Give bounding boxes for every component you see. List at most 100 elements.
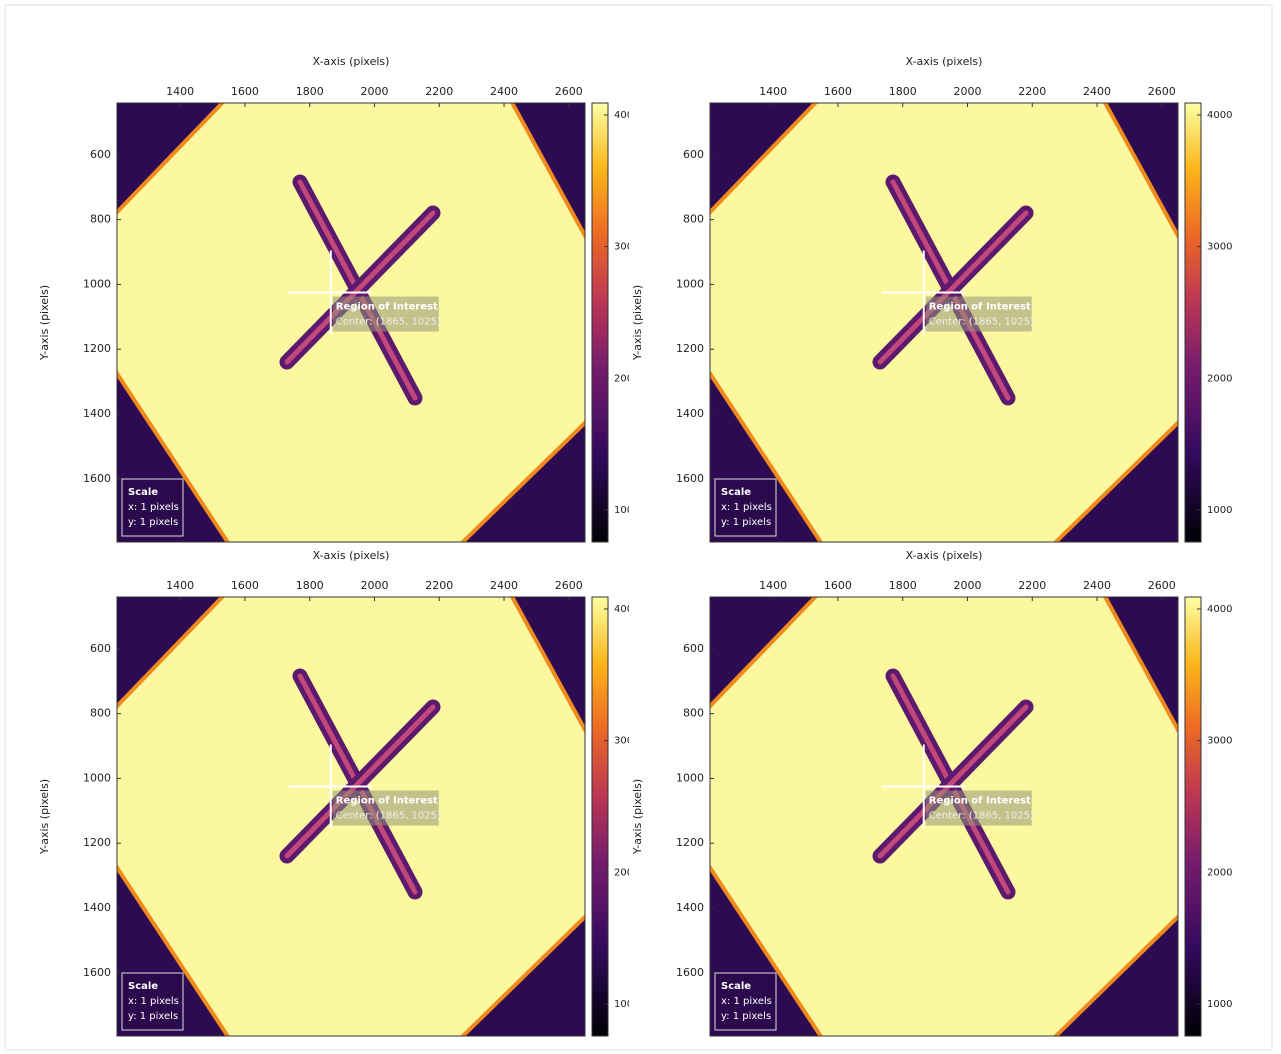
x-tick-label: 1600 <box>824 579 852 592</box>
x-tick-label: 2600 <box>1148 85 1176 98</box>
colorbar-tick-label: 3000 <box>1207 736 1232 747</box>
panel: X-axis (pixels) Y-axis (pixels) 1400 1600 18… <box>631 549 1232 1037</box>
colorbar-tick-label: 2000 <box>614 867 639 878</box>
colorbar <box>591 596 609 1037</box>
y-tick-label: 1200 <box>676 836 704 849</box>
plot-frame <box>116 102 586 543</box>
x-tick-label: 2400 <box>1083 85 1111 98</box>
x-tick-label: 1400 <box>166 579 194 592</box>
annotation-title: Region of Interest <box>336 796 438 807</box>
image <box>710 103 1178 542</box>
colorbar-tick-label: 4000 <box>614 110 639 121</box>
y-tick-label: 1000 <box>676 277 704 290</box>
colorbar-tick-label: 3000 <box>614 736 639 747</box>
annotation-text: Center: (1865, 1025) <box>336 317 441 328</box>
scale-title: Scale <box>128 487 158 498</box>
annotation-box <box>925 296 1032 332</box>
x-tick-label: 1800 <box>296 85 324 98</box>
cross-mark-inner <box>877 210 1029 365</box>
colorbar-tick-label: 3000 <box>1207 242 1232 253</box>
scale-box <box>121 478 184 537</box>
y-tick-label: 800 <box>683 213 704 226</box>
y-tick-label: 600 <box>90 642 111 655</box>
x-tick-label: 2200 <box>1018 85 1046 98</box>
x-tick-label: 1400 <box>759 579 787 592</box>
plot-frame <box>116 596 586 1037</box>
x-axis-label: X-axis (pixels) <box>313 55 390 68</box>
frame <box>4 4 1273 1051</box>
colorbar-tick-label: 4000 <box>1207 604 1232 615</box>
colorbar-tick-label: 3000 <box>614 242 639 253</box>
scale-x: x: 1 pixels <box>721 996 772 1007</box>
plot-frame <box>709 102 1179 543</box>
scale-title: Scale <box>721 487 751 498</box>
y-tick-label: 600 <box>90 148 111 161</box>
x-tick-label: 2600 <box>1148 579 1176 592</box>
cross-mark-inner <box>284 704 436 859</box>
x-tick-label: 1600 <box>231 85 259 98</box>
scale-y: y: 1 pixels <box>721 1011 771 1022</box>
y-tick-label: 1000 <box>83 277 111 290</box>
y-tick-label: 1600 <box>676 966 704 979</box>
colorbar-tick-label: 4000 <box>614 604 639 615</box>
x-tick-label: 2000 <box>953 85 981 98</box>
annotation-text: Center: (1865, 1025) <box>929 811 1034 822</box>
colorbar-tick-label: 1000 <box>614 505 639 516</box>
x-tick-label: 1400 <box>166 85 194 98</box>
y-tick-label: 800 <box>683 707 704 720</box>
scale-x: x: 1 pixels <box>721 502 772 513</box>
x-tick-label: 2600 <box>555 579 583 592</box>
y-tick-label: 1400 <box>676 407 704 420</box>
panel: X-axis (pixels) Y-axis (pixels) 1400 1600 18… <box>631 55 1232 543</box>
annotation-box <box>332 790 439 826</box>
y-tick-label: 1200 <box>676 342 704 355</box>
x-tick-label: 2600 <box>555 85 583 98</box>
x-tick-label: 2000 <box>360 85 388 98</box>
y-tick-label: 1400 <box>83 901 111 914</box>
panel: X-axis (pixels) Y-axis (pixels) 1400 1600 18… <box>38 55 639 543</box>
x-axis-label: X-axis (pixels) <box>906 549 983 562</box>
y-tick-label: 1600 <box>83 966 111 979</box>
x-tick-label: 2000 <box>953 579 981 592</box>
colorbar-tick-label: 2000 <box>1207 867 1232 878</box>
annotation-box <box>332 296 439 332</box>
plot-frame <box>709 596 1179 1037</box>
x-tick-label: 2400 <box>490 579 518 592</box>
scale-box <box>121 972 184 1031</box>
x-tick-label: 2200 <box>425 85 453 98</box>
colorbar-tick-label: 1000 <box>1207 505 1232 516</box>
y-axis-label: Y-axis (pixels) <box>631 285 644 361</box>
scale-x: x: 1 pixels <box>128 996 179 1007</box>
scale-title: Scale <box>128 981 158 992</box>
annotation-box <box>925 790 1032 826</box>
y-axis-label: Y-axis (pixels) <box>38 285 51 361</box>
annotation-text: Center: (1865, 1025) <box>336 811 441 822</box>
annotation-text: Center: (1865, 1025) <box>929 317 1034 328</box>
y-tick-label: 800 <box>90 213 111 226</box>
colorbar-labels: 1000 2000 3000 4000 <box>1207 604 1232 1010</box>
scale-y: y: 1 pixels <box>721 517 771 528</box>
cross-mark-inner <box>284 210 436 365</box>
y-tick-label: 1200 <box>83 342 111 355</box>
y-tick-label: 600 <box>683 148 704 161</box>
scale-y: y: 1 pixels <box>128 1011 178 1022</box>
colorbar-tick-label: 1000 <box>614 999 639 1010</box>
x-tick-label: 1800 <box>296 579 324 592</box>
y-tick-label: 800 <box>90 707 111 720</box>
x-axis-label: X-axis (pixels) <box>906 55 983 68</box>
colorbar-labels: 1000 2000 3000 4000 <box>614 604 639 1010</box>
y-tick-label: 1400 <box>83 407 111 420</box>
x-tick-label: 2200 <box>1018 579 1046 592</box>
x-tick-label: 1400 <box>759 85 787 98</box>
colorbar-labels: 1000 2000 3000 4000 <box>1207 110 1232 516</box>
annotation-title: Region of Interest <box>336 302 438 313</box>
colorbar-tick-label: 2000 <box>614 373 639 384</box>
panel: X-axis (pixels) Y-axis (pixels) 1400 1600 18… <box>38 549 639 1037</box>
scale-y: y: 1 pixels <box>128 517 178 528</box>
colorbar-tick-label: 2000 <box>1207 373 1232 384</box>
y-axis-label: Y-axis (pixels) <box>631 779 644 855</box>
colorbar <box>591 102 609 543</box>
colorbar <box>1184 102 1202 543</box>
y-tick-label: 1600 <box>83 472 111 485</box>
